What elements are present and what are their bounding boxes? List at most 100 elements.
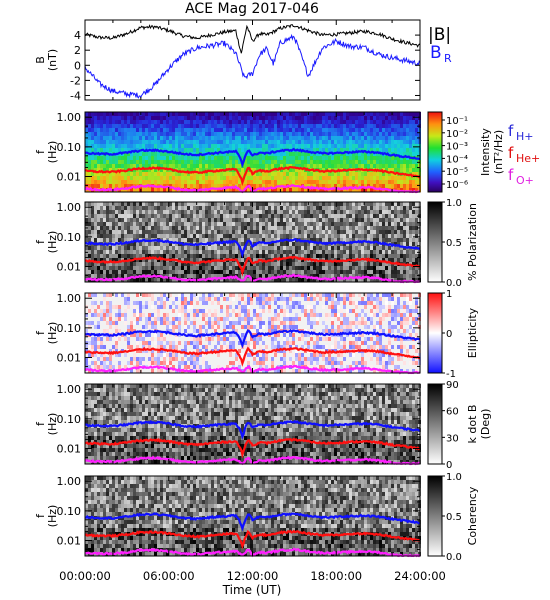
heatmap-cell [121, 172, 124, 177]
heatmap-cell [91, 301, 94, 306]
heatmap-cell [127, 250, 130, 255]
heatmap-cell [136, 270, 139, 275]
heatmap-cell [349, 278, 352, 283]
heatmap-cell [256, 262, 259, 267]
heatmap-cell [208, 226, 211, 231]
heatmap-cell [316, 250, 319, 255]
heatmap-cell [286, 116, 289, 121]
heatmap-cell [301, 136, 304, 141]
heatmap-cell [256, 254, 259, 259]
heatmap-cell [352, 278, 355, 283]
heatmap-cell [199, 258, 202, 263]
heatmap-cell [412, 202, 415, 207]
heatmap-cell [178, 184, 181, 189]
heatmap-cell [163, 226, 166, 231]
heatmap-cell [100, 234, 103, 239]
heatmap-cell [271, 214, 274, 219]
heatmap-cell [268, 136, 271, 141]
heatmap-cell [373, 152, 376, 157]
heatmap-cell [286, 164, 289, 169]
heatmap-cell [88, 365, 91, 370]
heatmap-cell [172, 254, 175, 259]
heatmap-cell [250, 160, 253, 165]
heatmap-cell [355, 144, 358, 149]
heatmap-cell [154, 128, 157, 133]
heatmap-cell [175, 214, 178, 219]
heatmap-cell [157, 176, 160, 181]
heatmap-cell [118, 132, 121, 137]
heatmap-cell [202, 128, 205, 133]
heatmap-cell [85, 325, 88, 330]
heatmap-cell [340, 218, 343, 223]
heatmap-cell [196, 180, 199, 185]
heatmap-cell [310, 120, 313, 125]
heatmap-cell [223, 274, 226, 279]
heatmap-cell [331, 164, 334, 169]
heatmap-cell [136, 250, 139, 255]
heatmap-cell [304, 206, 307, 211]
heatmap-cell [253, 120, 256, 125]
heatmap-cell [256, 148, 259, 153]
heatmap-cell [199, 132, 202, 137]
heatmap-cell [124, 321, 127, 326]
heatmap-cell [106, 132, 109, 137]
heatmap-cell [106, 262, 109, 267]
heatmap-cell [295, 168, 298, 173]
heatmap-cell [148, 176, 151, 181]
heatmap-cell [199, 202, 202, 207]
heatmap-cell [109, 210, 112, 215]
heatmap-cell [178, 172, 181, 177]
heatmap-cell [370, 218, 373, 223]
heatmap-cell [262, 156, 265, 161]
heatmap-cell [112, 128, 115, 133]
heatmap-cell [406, 226, 409, 231]
heatmap-cell [325, 274, 328, 279]
heatmap-cell [388, 176, 391, 181]
heatmap-cell [226, 136, 229, 141]
heatmap-cell [373, 124, 376, 129]
heatmap-cell [118, 128, 121, 133]
heatmap-cell [115, 246, 118, 251]
heatmap-cell [397, 120, 400, 125]
heatmap-cell [325, 214, 328, 219]
heatmap-cell [244, 202, 247, 207]
heatmap-cell [172, 210, 175, 215]
heatmap-cell [337, 160, 340, 165]
heatmap-cell [223, 116, 226, 121]
heatmap-cell [112, 353, 115, 358]
heatmap-cell [112, 309, 115, 314]
heatmap-cell [319, 218, 322, 223]
heatmap-cell [100, 226, 103, 231]
heatmap-cell [187, 132, 190, 137]
heatmap-cell [211, 188, 214, 193]
heatmap-cell [178, 128, 181, 133]
heatmap-cell [109, 345, 112, 350]
heatmap-cell [100, 124, 103, 129]
heatmap-cell [364, 214, 367, 219]
heatmap-cell [127, 112, 130, 117]
heatmap-cell [172, 226, 175, 231]
heatmap-cell [199, 222, 202, 227]
heatmap-cell [364, 218, 367, 223]
heatmap-cell [193, 214, 196, 219]
heatmap-cell [214, 116, 217, 121]
heatmap-cell [100, 329, 103, 334]
heatmap-cell [172, 164, 175, 169]
colorbar-tick-label: 0.0 [446, 278, 462, 289]
heatmap-cell [283, 144, 286, 149]
heatmap-cell [142, 210, 145, 215]
heatmap-cell [112, 210, 115, 215]
heatmap-cell [358, 132, 361, 137]
heatmap-cell [322, 274, 325, 279]
heatmap-cell [394, 128, 397, 133]
y-tick-label: 0.01 [57, 171, 82, 184]
heatmap-cell [364, 242, 367, 247]
heatmap-cell [106, 140, 109, 145]
heatmap-cell [229, 230, 232, 235]
heatmap-cell [397, 250, 400, 255]
heatmap-cell [106, 184, 109, 189]
heatmap-cell [346, 120, 349, 125]
heatmap-cell [379, 184, 382, 189]
heatmap-cell [103, 168, 106, 173]
heatmap-cell [325, 222, 328, 227]
